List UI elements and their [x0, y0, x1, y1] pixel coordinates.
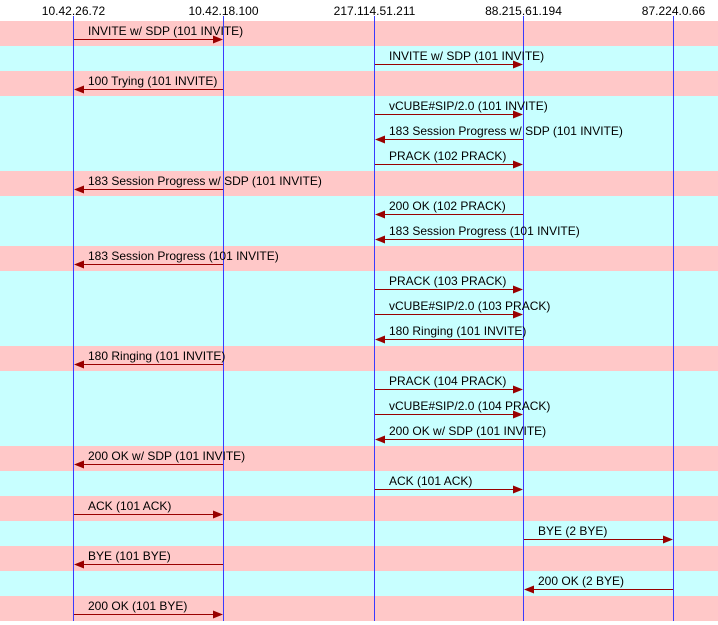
arrowhead [213, 610, 223, 619]
lifeline [374, 16, 375, 621]
message-label: 180 Ringing (101 INVITE) [88, 349, 226, 363]
row-band [0, 171, 718, 196]
arrowhead [213, 35, 223, 44]
arrowhead [513, 410, 523, 419]
row-band [0, 571, 718, 596]
arrowhead [513, 60, 523, 69]
message-label: 183 Session Progress w/ SDP (101 INVITE) [389, 124, 623, 138]
message-label: 180 Ringing (101 INVITE) [389, 324, 527, 338]
row-band [0, 521, 718, 546]
message-label: ACK (101 ACK) [389, 474, 473, 488]
message-label: 183 Session Progress (101 INVITE) [88, 249, 279, 263]
host-label: 10.42.26.72 [41, 4, 106, 18]
row-band [0, 121, 718, 146]
arrowhead [74, 560, 84, 569]
row-band [0, 446, 718, 471]
host-label: 87.224.0.66 [641, 4, 706, 18]
arrowhead [524, 585, 534, 594]
host-label: 10.42.18.100 [188, 4, 259, 18]
arrowhead [513, 485, 523, 494]
row-band [0, 71, 718, 96]
message-label: vCUBE#SIP/2.0 (104 PRACK) [389, 399, 551, 413]
arrowhead [513, 110, 523, 119]
message-label: 200 OK (101 BYE) [88, 599, 188, 613]
lifeline [523, 16, 524, 621]
row-band [0, 396, 718, 421]
arrowhead [375, 135, 385, 144]
row-band [0, 146, 718, 171]
row-band [0, 21, 718, 46]
row-band [0, 96, 718, 121]
row-band [0, 346, 718, 371]
arrowhead [74, 185, 84, 194]
message-label: INVITE w/ SDP (101 INVITE) [389, 49, 545, 63]
message-label: 200 OK w/ SDP (101 INVITE) [389, 424, 547, 438]
message-label: 200 OK w/ SDP (101 INVITE) [88, 449, 246, 463]
message-label: 200 OK (2 BYE) [538, 574, 625, 588]
row-band [0, 471, 718, 496]
arrowhead [513, 385, 523, 394]
arrowhead [74, 260, 84, 269]
arrowhead [74, 85, 84, 94]
message-label: 200 OK (102 PRACK) [389, 199, 506, 213]
arrowhead [74, 360, 84, 369]
message-label: BYE (101 BYE) [88, 549, 171, 563]
message-label: vCUBE#SIP/2.0 (101 INVITE) [389, 99, 548, 113]
arrowhead [513, 310, 523, 319]
host-label: 88.215.61.194 [485, 4, 562, 18]
message-label: PRACK (102 PRACK) [389, 149, 507, 163]
lifeline [223, 16, 224, 621]
arrowhead [213, 510, 223, 519]
arrowhead [375, 335, 385, 344]
row-band [0, 496, 718, 521]
arrowhead [375, 210, 385, 219]
message-label: vCUBE#SIP/2.0 (103 PRACK) [389, 299, 551, 313]
row-band [0, 221, 718, 246]
message-label: 100 Trying (101 INVITE) [88, 74, 218, 88]
row-band [0, 546, 718, 571]
arrowhead [513, 285, 523, 294]
row-band [0, 321, 718, 346]
arrowhead [513, 160, 523, 169]
row-band [0, 271, 718, 296]
row-band [0, 196, 718, 221]
message-label: 183 Session Progress w/ SDP (101 INVITE) [88, 174, 322, 188]
arrowhead [74, 460, 84, 469]
lifeline [73, 16, 74, 621]
row-band [0, 596, 718, 621]
row-band [0, 421, 718, 446]
row-band [0, 246, 718, 271]
message-label: ACK (101 ACK) [88, 499, 172, 513]
row-band [0, 296, 718, 321]
message-label: 183 Session Progress (101 INVITE) [389, 224, 580, 238]
row-band [0, 46, 718, 71]
host-label: 217.114.51.211 [333, 4, 416, 18]
message-label: BYE (2 BYE) [538, 524, 608, 538]
message-label: PRACK (104 PRACK) [389, 374, 507, 388]
message-label: INVITE w/ SDP (101 INVITE) [88, 24, 244, 38]
arrowhead [375, 435, 385, 444]
lifeline [673, 16, 674, 621]
arrowhead [663, 535, 673, 544]
message-label: PRACK (103 PRACK) [389, 274, 507, 288]
arrowhead [375, 235, 385, 244]
row-band [0, 371, 718, 396]
